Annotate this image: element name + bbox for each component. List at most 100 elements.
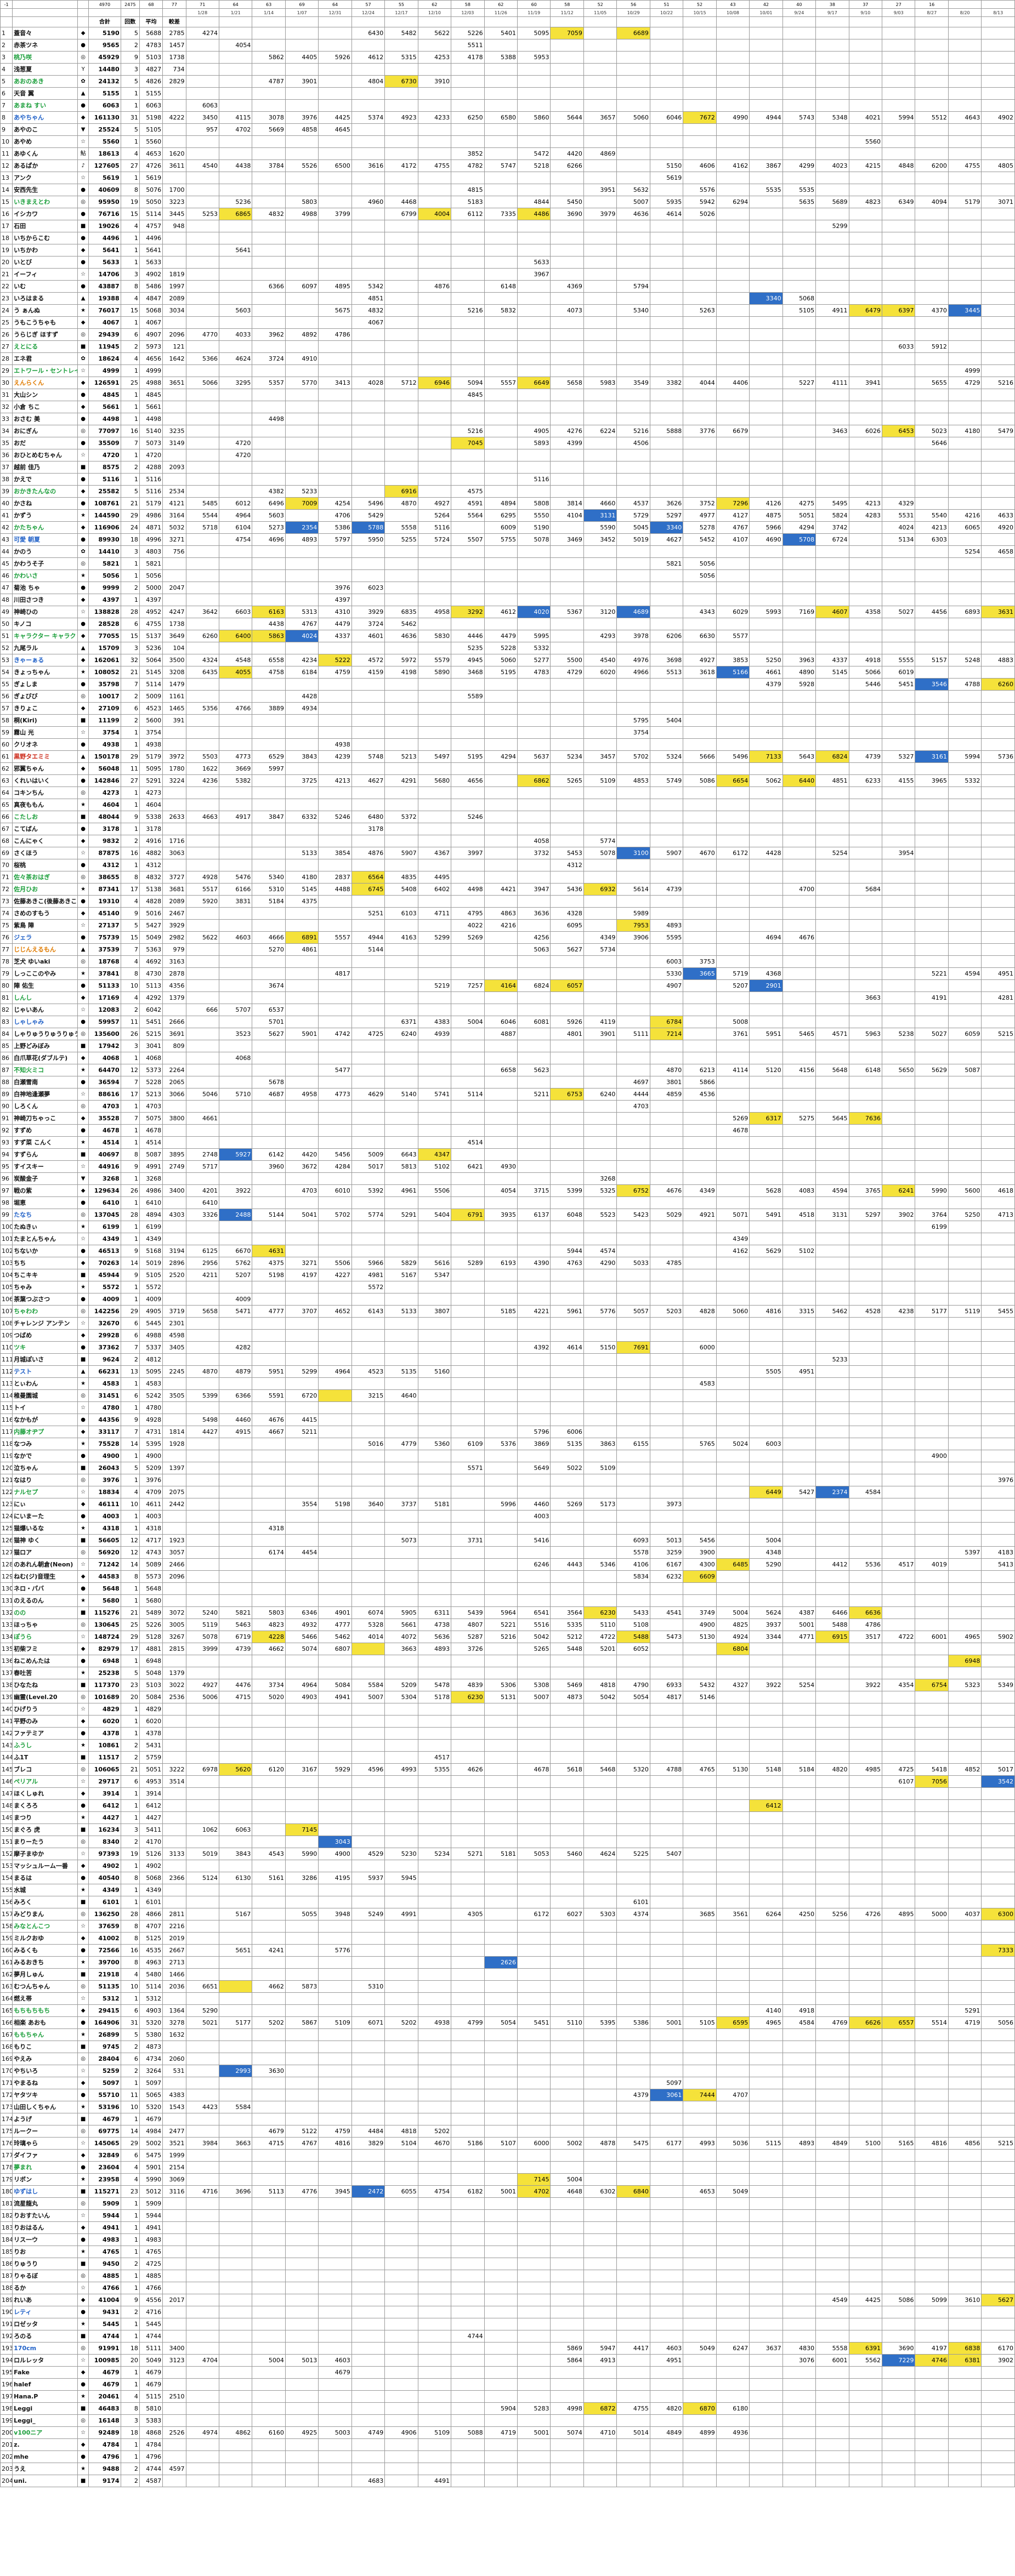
weekly-score-cell: 4643 <box>948 111 982 124</box>
weekly-score-cell <box>384 787 418 799</box>
weekly-score-cell: 6003 <box>649 955 684 968</box>
score-diff: 2089 <box>162 895 186 908</box>
score-diff <box>162 1522 186 1535</box>
weekly-score-cell: 4863 <box>484 907 518 920</box>
weekly-score-cell <box>417 389 452 401</box>
weekly-score-cell: 4771 <box>782 1631 816 1643</box>
weekly-score-cell <box>848 1016 883 1028</box>
weekly-score-cell: 3631 <box>981 606 1015 618</box>
table-row: 9 あやのこ ▼ 25524 5 5105 957 4702 5669 4858 4645 <box>0 123 1015 136</box>
row-index: 91 <box>0 1112 13 1125</box>
weekly-score-cell <box>649 232 684 244</box>
score-diff: 3514 <box>162 1775 186 1788</box>
weekly-score-cell <box>616 1486 650 1498</box>
weekly-score-cell <box>318 1233 352 1245</box>
weekly-score-cell <box>517 1112 551 1125</box>
weekly-score-cell <box>882 1160 916 1173</box>
weekly-score-cell: 6167 <box>649 1558 684 1571</box>
weekly-score-cell <box>451 340 485 353</box>
weekly-score-cell <box>782 811 816 823</box>
weekly-score-cell <box>384 1401 418 1414</box>
weekly-score-cell <box>948 1124 982 1137</box>
row-index: 143 <box>0 1739 13 1752</box>
weekly-score-cell <box>716 304 750 317</box>
weekly-score-cell <box>848 1389 883 1402</box>
weekly-score-cell <box>616 292 650 305</box>
weekly-score-cell: 6349 <box>882 196 916 208</box>
weekly-score-cell <box>649 39 684 52</box>
weekly-score-cell: 4690 <box>749 533 783 546</box>
weekly-score-cell <box>484 1655 518 1667</box>
weekly-score-cell: 5536 <box>848 1558 883 1571</box>
weekly-score-cell <box>252 1221 286 1233</box>
weekly-score-cell <box>848 533 883 546</box>
play-count: 8 <box>120 871 140 884</box>
weekly-score-cell <box>583 1510 617 1523</box>
play-count: 27 <box>120 159 140 172</box>
weekly-score-cell <box>417 328 452 341</box>
player-name: さくほう <box>12 847 78 859</box>
weekly-score-cell <box>782 1582 816 1595</box>
weekly-score-cell <box>815 1414 849 1426</box>
weekly-score-cell: 4514 <box>451 1136 485 1149</box>
weekly-score-cell <box>417 425 452 437</box>
weekly-score-cell: 4903 <box>285 1691 319 1703</box>
weekly-score-cell <box>185 75 219 88</box>
weekly-score-cell <box>749 51 783 64</box>
weekly-score-cell <box>782 1667 816 1679</box>
weekly-score-cell: 4028 <box>351 377 385 389</box>
weekly-score-cell <box>915 1353 949 1366</box>
weekly-score-cell <box>981 1088 1015 1101</box>
weekly-score-cell <box>484 75 518 88</box>
play-count: 3 <box>120 642 140 654</box>
weekly-score-cell: 4725 <box>882 1763 916 1776</box>
weekly-score-cell <box>848 1739 883 1752</box>
weekly-score-cell <box>384 1112 418 1125</box>
weekly-score-cell <box>417 557 452 570</box>
weekly-score-cell: 4537 <box>616 497 650 510</box>
weekly-score-cell: 4715 <box>218 1691 253 1703</box>
weekly-score-cell: 5953 <box>517 51 551 64</box>
weekly-score-cell <box>550 413 584 425</box>
player-name: チャレンジ アンテン <box>12 1317 78 1330</box>
weekly-score-cell <box>451 1112 485 1125</box>
score-diff: 2047 <box>162 582 186 594</box>
play-count: 5 <box>120 1462 140 1474</box>
weekly-score-cell: 3922 <box>218 1184 253 1197</box>
player-name: ちゃわわ <box>12 1305 78 1318</box>
weekly-score-cell <box>285 1317 319 1330</box>
weekly-score-cell <box>583 1522 617 1535</box>
weekly-score-cell <box>583 1052 617 1064</box>
weekly-score-cell <box>815 461 849 474</box>
weekly-score-cell: 4415 <box>285 1414 319 1426</box>
average-score: 5338 <box>139 811 163 823</box>
weekly-score-cell: 3674 <box>252 979 286 992</box>
player-icon: ▲ <box>77 943 89 956</box>
weekly-score-cell <box>616 823 650 835</box>
weekly-score-cell <box>252 1064 286 1076</box>
weekly-score-cell <box>218 1196 253 1209</box>
play-count: 15 <box>120 208 140 220</box>
score-diff: 2785 <box>162 27 186 39</box>
weekly-score-cell <box>517 1703 551 1716</box>
player-name: 白神地逢瀬夢 <box>12 1088 78 1101</box>
play-count: 15 <box>120 931 140 944</box>
weekly-score-cell <box>815 1052 849 1064</box>
weekly-score-cell: 5622 <box>185 931 219 944</box>
weekly-score-cell <box>318 1353 352 1366</box>
weekly-score-cell: 4939 <box>417 1028 452 1040</box>
weekly-score-cell: 5315 <box>384 51 418 64</box>
weekly-score-cell <box>749 401 783 413</box>
weekly-score-cell <box>981 123 1015 136</box>
total-score: 115276 <box>88 1606 121 1619</box>
weekly-score-cell <box>915 389 949 401</box>
weekly-score-cell: 4115 <box>218 111 253 124</box>
weekly-score-cell <box>915 39 949 52</box>
weekly-score-cell <box>185 1124 219 1137</box>
weekly-score-cell: 6630 <box>683 630 717 642</box>
weekly-score-cell: 5926 <box>318 51 352 64</box>
total-score: 126591 <box>88 377 121 389</box>
weekly-score-cell <box>285 955 319 968</box>
table-row: 11 あゆくん鮎 18613 4 4653 1620 3852 5472 4420 4869 <box>0 147 1015 160</box>
player-name: つばめ <box>12 1329 78 1342</box>
